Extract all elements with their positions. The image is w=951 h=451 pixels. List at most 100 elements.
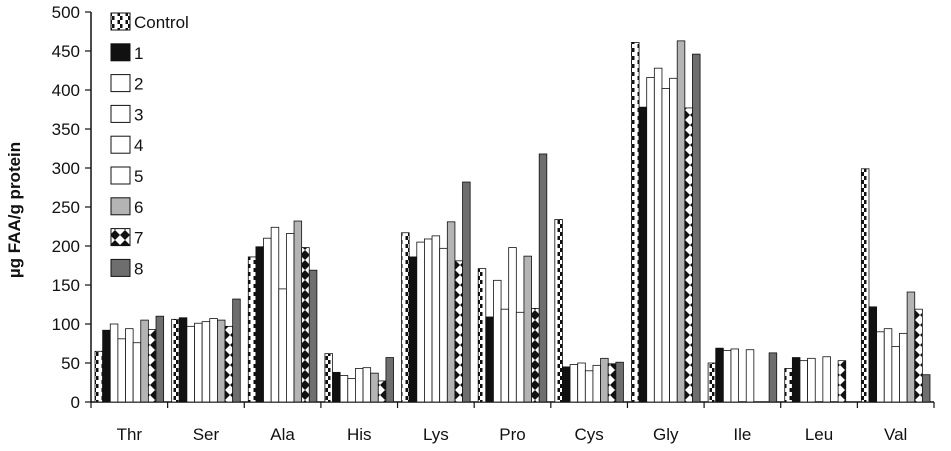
bar-lys-series-4 bbox=[431, 235, 441, 403]
x-tick-label-pro: Pro bbox=[499, 425, 525, 444]
x-tick-label-ala: Ala bbox=[270, 425, 295, 444]
legend-swatch-control bbox=[110, 12, 131, 31]
bar-his-series-4 bbox=[355, 368, 364, 403]
bar-ile-series-2 bbox=[722, 350, 732, 403]
bar-lys-series-3 bbox=[424, 238, 433, 403]
bar-ala-series-7 bbox=[301, 247, 310, 403]
y-tick-label: 300 bbox=[52, 159, 80, 178]
legend-swatch-6 bbox=[110, 197, 131, 216]
bar-his-series-2 bbox=[339, 375, 349, 403]
bar-his-series-6 bbox=[370, 372, 379, 403]
x-tick-label-his: His bbox=[347, 425, 372, 444]
bar-his-series-7 bbox=[377, 380, 387, 403]
bar-thr-series-7 bbox=[147, 329, 157, 403]
bar-leu-series-3 bbox=[807, 357, 816, 403]
bar-pro-series-6 bbox=[523, 255, 532, 403]
legend-label-8: 8 bbox=[134, 259, 143, 278]
bar-cys-series-7 bbox=[607, 363, 617, 403]
bar-cys-series-1 bbox=[562, 366, 571, 403]
bar-gly-series-4 bbox=[661, 88, 670, 403]
bar-lys-series-8 bbox=[462, 181, 471, 403]
bar-his-series-5 bbox=[362, 367, 372, 403]
bar-ser-series-4 bbox=[201, 321, 211, 403]
bar-ser-series-1 bbox=[178, 317, 188, 403]
bar-val-series-1 bbox=[868, 306, 878, 403]
bar-ala-series-1 bbox=[255, 246, 264, 403]
bar-pro-series-control bbox=[477, 268, 487, 403]
bar-ser-series-3 bbox=[194, 322, 203, 403]
bar-gly-series-7 bbox=[684, 107, 693, 403]
bar-ala-series-2 bbox=[263, 237, 272, 403]
y-tick-label: 350 bbox=[52, 120, 80, 139]
bar-val-series-4 bbox=[891, 346, 900, 403]
legend-swatch-3 bbox=[110, 104, 131, 123]
bar-pro-series-1 bbox=[485, 316, 494, 403]
legend-swatch-7 bbox=[110, 228, 131, 247]
bar-gly-series-3 bbox=[653, 67, 663, 403]
bar-lys-series-6 bbox=[446, 221, 456, 403]
legend-label-7: 7 bbox=[134, 229, 143, 248]
bar-cys-series-6 bbox=[600, 357, 609, 403]
bar-thr-series-2 bbox=[109, 323, 119, 403]
bar-pro-series-2 bbox=[493, 279, 502, 403]
bar-thr-series-1 bbox=[102, 329, 111, 403]
bar-gly-series-control bbox=[631, 42, 640, 403]
bar-lys-series-control bbox=[401, 232, 410, 403]
bar-thr-series-4 bbox=[125, 328, 134, 403]
bar-pro-series-7 bbox=[531, 307, 540, 403]
legend-swatch-2 bbox=[110, 74, 131, 93]
bar-lys-series-2 bbox=[416, 241, 425, 403]
y-tick-label: 400 bbox=[52, 81, 80, 100]
x-tick-label-ser: Ser bbox=[193, 425, 220, 444]
x-tick-label-leu: Leu bbox=[805, 425, 833, 444]
x-ticks: Thr Ser Ala His Lys Pro Cys Gly Ile Leu Val bbox=[90, 402, 935, 444]
bar-pro-series-5 bbox=[515, 311, 525, 403]
bar-lys-series-1 bbox=[408, 256, 418, 403]
bar-ala-series-4 bbox=[278, 288, 287, 403]
bar-his-series-control bbox=[324, 353, 333, 403]
x-tick-label-lys: Lys bbox=[423, 425, 449, 444]
bar-gly-series-6 bbox=[676, 40, 686, 403]
bar-pro-series-3 bbox=[500, 308, 510, 403]
y-tick-label: 250 bbox=[52, 198, 80, 217]
x-tick-label-gly: Gly bbox=[653, 425, 679, 444]
bar-gly-series-8 bbox=[692, 53, 701, 403]
bar-ser-series-8 bbox=[232, 298, 241, 403]
bar-val-series-8 bbox=[921, 374, 931, 403]
y-axis-label: µg FAA/g protein bbox=[5, 142, 24, 278]
legend: Control 1 2 3 4 5 6 7 8 bbox=[110, 12, 189, 278]
legend-label-2: 2 bbox=[134, 75, 143, 94]
y-tick-label: 500 bbox=[52, 3, 80, 22]
x-tick-label-ile: Ile bbox=[733, 425, 751, 444]
bar-pro-series-8 bbox=[538, 153, 548, 403]
bar-ile-series-8 bbox=[768, 352, 778, 403]
legend-label-5: 5 bbox=[134, 167, 143, 186]
bar-val-series-5 bbox=[899, 332, 908, 403]
legend-swatch-5 bbox=[110, 166, 131, 185]
bar-ala-series-8 bbox=[308, 269, 318, 403]
legend-label-3: 3 bbox=[134, 105, 143, 124]
y-tick-label: 200 bbox=[52, 237, 80, 256]
bar-thr-series-6 bbox=[140, 319, 149, 403]
bar-thr-series-3 bbox=[117, 338, 126, 403]
bar-ser-series-7 bbox=[224, 325, 234, 403]
bar-val-series-3 bbox=[883, 328, 893, 403]
bar-ser-series-2 bbox=[186, 325, 195, 403]
bar-leu-series-1 bbox=[791, 357, 801, 403]
bar-cys-series-8 bbox=[615, 361, 624, 403]
y-tick-label: 50 bbox=[61, 354, 80, 373]
y-tick-label: 150 bbox=[52, 276, 80, 295]
bar-ser-series-control bbox=[171, 318, 180, 403]
bar-val-series-2 bbox=[876, 331, 885, 403]
bars bbox=[94, 40, 931, 403]
bar-ala-series-control bbox=[247, 256, 257, 403]
bar-thr-series-5 bbox=[132, 342, 142, 403]
legend-swatch-8 bbox=[110, 258, 131, 277]
bar-leu-series-control bbox=[784, 368, 793, 403]
y-tick-label: 450 bbox=[52, 42, 80, 61]
bar-val-series-7 bbox=[914, 308, 923, 403]
bar-ala-series-6 bbox=[293, 220, 303, 403]
legend-label-1: 1 bbox=[134, 44, 143, 63]
legend-swatch-4 bbox=[110, 135, 131, 154]
